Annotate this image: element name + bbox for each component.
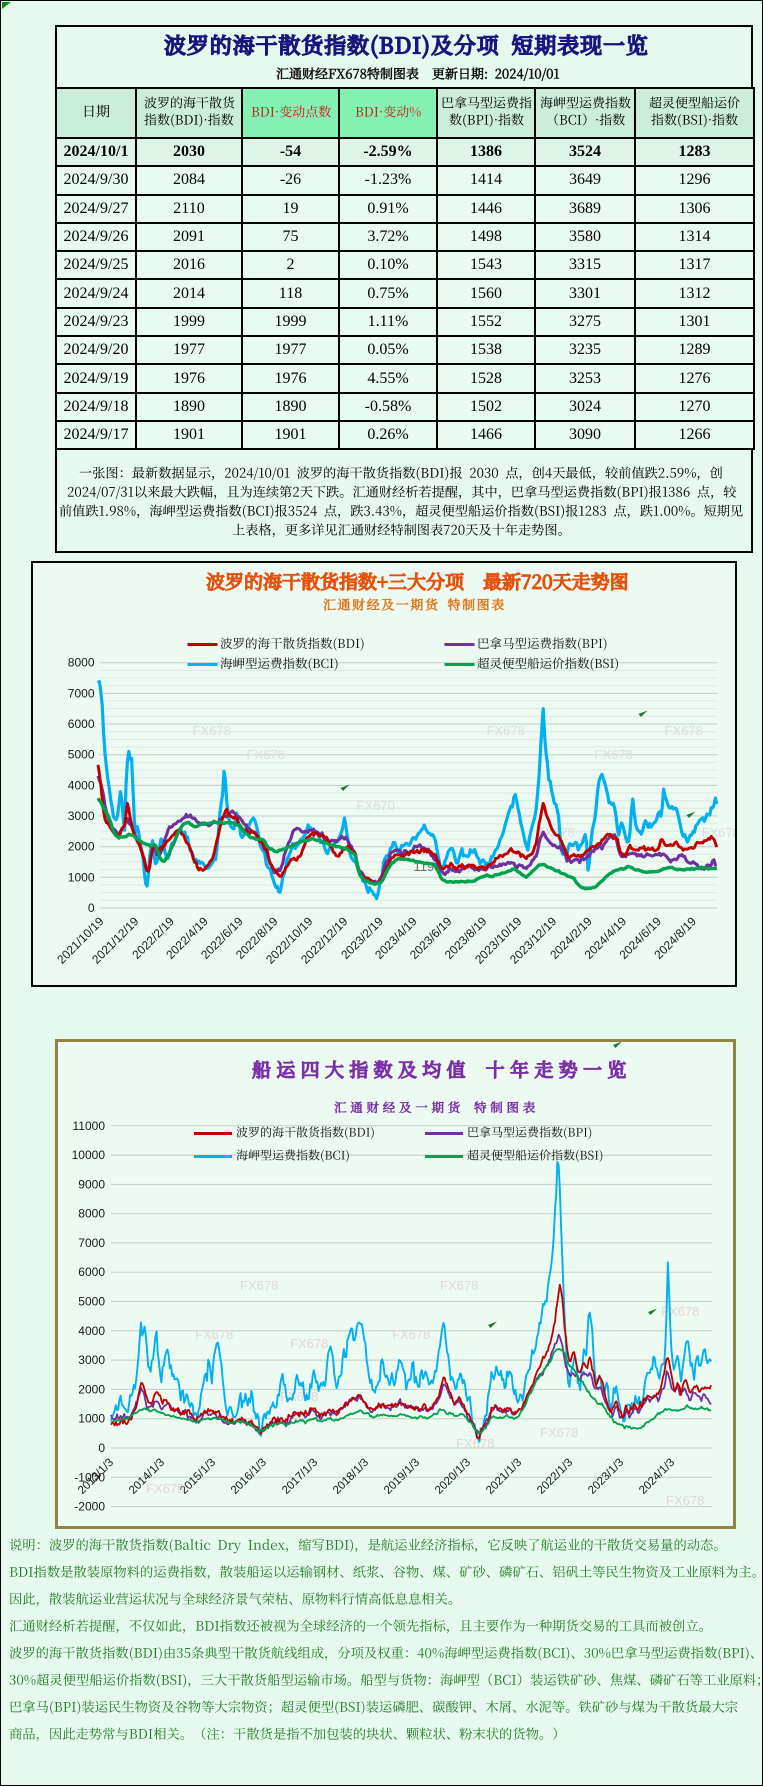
svg-text:0: 0 <box>87 901 94 915</box>
svg-text:2021/1/3: 2021/1/3 <box>484 1457 524 1497</box>
svg-text:FX678: FX678 <box>594 747 632 762</box>
svg-text:9000: 9000 <box>78 1177 105 1191</box>
svg-text:8000: 8000 <box>67 656 94 670</box>
svg-text:FX678: FX678 <box>392 1327 430 1342</box>
svg-text:2020/1/3: 2020/1/3 <box>433 1457 473 1497</box>
svg-text:6000: 6000 <box>67 717 94 731</box>
svg-text:6000: 6000 <box>78 1265 105 1279</box>
svg-text:2000: 2000 <box>67 840 94 854</box>
svg-text:10000: 10000 <box>72 1148 106 1162</box>
svg-text:FX678: FX678 <box>290 1336 328 1351</box>
svg-text:FX678: FX678 <box>192 723 230 738</box>
svg-text:5000: 5000 <box>78 1295 105 1309</box>
svg-text:2000: 2000 <box>78 1382 105 1396</box>
svg-text:FX678: FX678 <box>456 1436 494 1451</box>
svg-text:-1000: -1000 <box>74 1470 105 1484</box>
svg-text:FX678: FX678 <box>246 747 284 762</box>
svg-text:2018/1/3: 2018/1/3 <box>331 1457 371 1497</box>
svg-text:2019/1/3: 2019/1/3 <box>382 1457 422 1497</box>
svg-text:7000: 7000 <box>78 1236 105 1250</box>
svg-text:4000: 4000 <box>67 778 94 792</box>
svg-text:4000: 4000 <box>78 1324 105 1338</box>
svg-text:7000: 7000 <box>67 686 94 700</box>
svg-text:FX678: FX678 <box>486 723 524 738</box>
svg-text:FX678: FX678 <box>240 1278 278 1293</box>
svg-text:2016/1/3: 2016/1/3 <box>229 1457 269 1497</box>
svg-text:FX678: FX678 <box>664 723 702 738</box>
svg-text:FX678: FX678 <box>440 1278 478 1293</box>
svg-text:FX678: FX678 <box>540 1425 578 1440</box>
svg-text:5000: 5000 <box>67 748 94 762</box>
svg-text:2023/1/3: 2023/1/3 <box>586 1457 626 1497</box>
svg-text:-2000: -2000 <box>74 1500 105 1514</box>
svg-text:2022/1/3: 2022/1/3 <box>535 1457 575 1497</box>
svg-text:FX670: FX670 <box>356 798 394 813</box>
svg-text:FX678: FX678 <box>195 1327 233 1342</box>
svg-text:FX678: FX678 <box>701 825 735 840</box>
svg-text:1000: 1000 <box>67 870 94 884</box>
svg-text:3000: 3000 <box>78 1353 105 1367</box>
svg-text:3000: 3000 <box>67 809 94 823</box>
svg-text:0: 0 <box>98 1441 105 1455</box>
svg-text:FX678: FX678 <box>666 1493 704 1508</box>
svg-text:11000: 11000 <box>73 1119 106 1133</box>
svg-text:FX678: FX678 <box>146 1481 184 1496</box>
svg-text:8000: 8000 <box>78 1207 105 1221</box>
svg-text:1000: 1000 <box>78 1412 105 1426</box>
svg-text:2017/1/3: 2017/1/3 <box>280 1457 320 1497</box>
svg-text:2024/1/3: 2024/1/3 <box>637 1457 677 1497</box>
